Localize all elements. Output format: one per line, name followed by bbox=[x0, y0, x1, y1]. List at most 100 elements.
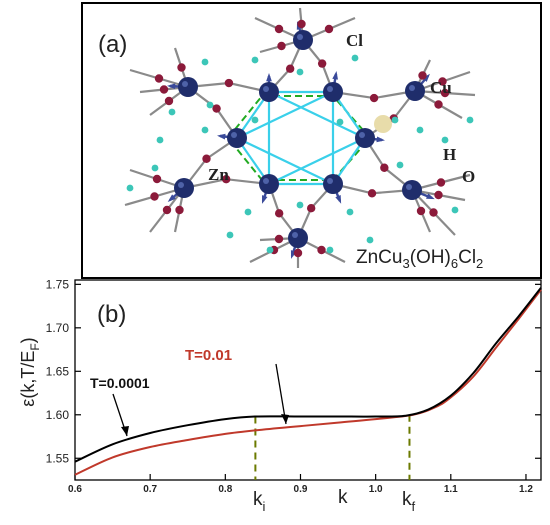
x-tick-label: 0.6 bbox=[68, 484, 82, 495]
formula-sub-3: 3 bbox=[402, 256, 409, 271]
x-tick-label: 0.8 bbox=[218, 484, 232, 495]
atom-label-o: O bbox=[462, 167, 475, 186]
hydrogen-atom bbox=[416, 126, 424, 134]
x-tick-label: 1.1 bbox=[444, 484, 458, 495]
formula-oh: (OH) bbox=[410, 247, 451, 268]
hydrogen-atom bbox=[346, 208, 354, 216]
displacement-arrowhead bbox=[167, 194, 176, 202]
displacement-arrowhead bbox=[422, 73, 430, 82]
hydrogen-atom bbox=[466, 116, 474, 124]
chlorine-atom bbox=[374, 115, 392, 133]
metal-atom-highlight bbox=[359, 132, 365, 138]
marker-label-kf-sub: f bbox=[412, 499, 416, 514]
atom-label-cl: Cl bbox=[346, 31, 363, 50]
hydrogen-atom bbox=[296, 201, 304, 209]
y-tick-label: 1.65 bbox=[46, 364, 70, 378]
oxygen-atom bbox=[317, 59, 327, 68]
metal-atom bbox=[259, 82, 279, 102]
panel-a-label: (a) bbox=[98, 31, 127, 58]
hydrogen-atom bbox=[366, 236, 374, 244]
oxygen-atom bbox=[177, 63, 186, 72]
series-label-t-0.0001: T=0.0001 bbox=[90, 375, 150, 391]
oxygen-atom bbox=[317, 245, 326, 255]
series-label-t-0.01-arrowhead bbox=[281, 414, 289, 424]
hydrogen-atom bbox=[351, 54, 359, 62]
hydrogen-atom bbox=[251, 56, 259, 64]
displacement-arrowhead bbox=[426, 193, 435, 200]
metal-atom-highlight bbox=[231, 132, 237, 138]
oxygen-atom bbox=[297, 19, 306, 29]
hydrogen-atom bbox=[168, 108, 176, 116]
metal-atom-highlight bbox=[263, 178, 269, 184]
series-line-T=0.0001 bbox=[74, 287, 542, 463]
series-label-t-0.01-pointer bbox=[275, 363, 287, 425]
metal-atom-highlight bbox=[182, 81, 188, 87]
marker-label-ki-sub: i bbox=[263, 499, 266, 514]
hydrogen-atom bbox=[391, 116, 399, 124]
hydrogen-atom bbox=[156, 136, 164, 144]
chemical-formula: ZnCu3(OH)6Cl2 bbox=[356, 247, 483, 271]
metal-atom bbox=[355, 128, 375, 148]
y-tick-label: 1.70 bbox=[46, 321, 70, 335]
metal-atom bbox=[227, 128, 247, 148]
oxygen-atom bbox=[438, 77, 447, 86]
atom-layer bbox=[126, 19, 474, 258]
hydrogen-atom bbox=[201, 126, 209, 134]
x-tick-label: 1.2 bbox=[519, 484, 533, 495]
hydrogen-atom bbox=[244, 208, 252, 216]
hydrogen-atom bbox=[251, 116, 259, 124]
hydrogen-atom bbox=[151, 164, 159, 172]
x-tick-label: 0.7 bbox=[143, 484, 157, 495]
metal-atom bbox=[323, 174, 343, 194]
series-label-t-0.0001-arrowhead bbox=[121, 426, 129, 436]
metal-atom bbox=[402, 180, 422, 200]
oxygen-atom bbox=[440, 88, 450, 98]
kagome-triangle bbox=[234, 90, 335, 186]
series-group bbox=[74, 287, 542, 476]
displacement-arrowhead bbox=[262, 195, 268, 204]
formula-sub-6: 6 bbox=[451, 256, 458, 271]
metal-atom bbox=[288, 228, 308, 248]
oxygen-atom bbox=[162, 205, 172, 215]
oxygen-atom bbox=[274, 234, 284, 244]
x-tick-label: 0.9 bbox=[294, 484, 308, 495]
formula-cl: Cl bbox=[458, 247, 476, 268]
hydrogen-atom bbox=[336, 118, 344, 126]
displacement-arrowhead bbox=[217, 133, 226, 140]
hydrogen-atom bbox=[441, 136, 449, 144]
metal-atom bbox=[174, 178, 194, 198]
oxygen-atom bbox=[285, 64, 295, 73]
oxygen-atom bbox=[202, 154, 211, 163]
oxygen-atom bbox=[434, 100, 443, 109]
atom-label-cu: Cu bbox=[430, 78, 452, 97]
displacement-arrowhead bbox=[332, 71, 338, 80]
displacement-arrowhead bbox=[167, 83, 176, 90]
hydrogen-atom bbox=[326, 246, 334, 254]
oxygen-atom bbox=[154, 74, 164, 83]
oxygen-atom bbox=[150, 192, 159, 201]
series-label-t-0.01: T=0.01 bbox=[185, 347, 232, 364]
y-axis-label: ε(k,T/EF) bbox=[18, 337, 42, 406]
oxygen-atom bbox=[324, 24, 334, 34]
oxygen-atom bbox=[274, 209, 284, 218]
x-axis-label: k bbox=[338, 487, 348, 508]
oxygen-atom bbox=[274, 24, 284, 34]
marker-label-kf: kf bbox=[402, 489, 416, 514]
metal-atom-highlight bbox=[409, 85, 415, 91]
metal-atom-highlight bbox=[178, 182, 184, 188]
metal-atom-highlight bbox=[297, 34, 303, 40]
panel-a: (a) Cl Cu H O Zn ZnCu3(OH)6Cl2 bbox=[81, 2, 542, 279]
hydrogen-atom bbox=[126, 184, 134, 192]
metal-atom bbox=[293, 30, 313, 50]
oxygen-atom bbox=[293, 248, 303, 258]
metal-atom bbox=[323, 82, 343, 102]
formula-zncu: ZnCu bbox=[356, 247, 402, 268]
oxygen-atom bbox=[175, 205, 184, 215]
atom-label-h: H bbox=[443, 145, 456, 164]
hydrogen-atom bbox=[201, 58, 209, 66]
oxygen-atom bbox=[152, 174, 162, 184]
metal-atom bbox=[259, 174, 279, 194]
metal-atom bbox=[405, 81, 425, 101]
k-markers bbox=[254, 414, 411, 480]
